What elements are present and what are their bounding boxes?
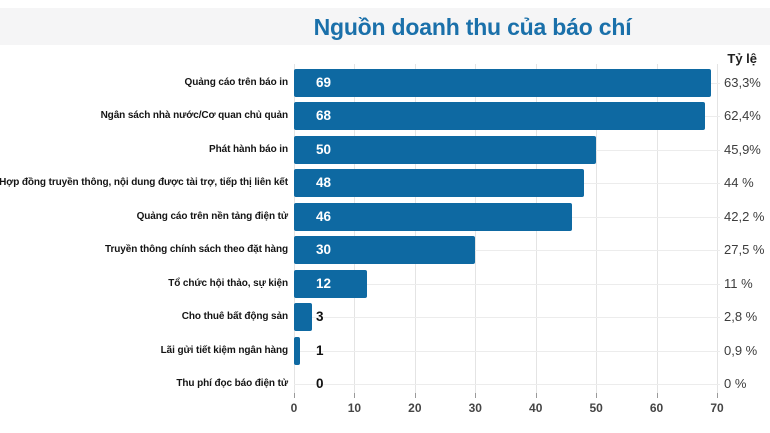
- category-label: Quảng cáo trên báo in: [184, 76, 289, 88]
- x-tick-label: 50: [589, 401, 603, 415]
- bar: [294, 269, 367, 298]
- bar-value-label: 1: [316, 342, 324, 358]
- x-tick-mark: [354, 393, 356, 398]
- category-label: Quảng cáo trên nền tảng điện tử: [136, 210, 288, 222]
- category-label: Hợp đồng truyền thông, nội dung được tài…: [0, 177, 288, 188]
- title-band: [0, 8, 770, 45]
- x-tick-label: 10: [347, 401, 362, 415]
- percent-label: 11 %: [724, 275, 753, 291]
- percent-label: 27,5 %: [724, 242, 765, 257]
- bar-value-label: 3: [316, 309, 324, 324]
- x-gridline: [354, 64, 356, 398]
- bar-value-label: 68: [316, 108, 332, 123]
- bar-value-label: 12: [316, 275, 332, 291]
- x-tick-label: 30: [468, 401, 482, 415]
- bar: [294, 236, 476, 264]
- bar-value-label: 48: [316, 175, 332, 190]
- x-gridline: [414, 64, 416, 398]
- x-gridline: [475, 64, 477, 398]
- percent-label: 62,4%: [724, 108, 761, 123]
- category-label: Ngân sách nhà nước/Cơ quan chủ quản: [100, 110, 289, 121]
- bar-value-label: 0: [316, 376, 324, 391]
- bar-value-label: 46: [316, 208, 332, 224]
- category-label: Thu phí đọc báo điện tử: [176, 378, 288, 389]
- percent-label: 63,3%: [724, 74, 761, 90]
- row-gridline: [294, 317, 720, 318]
- category-label: Tổ chức hội thảo, sự kiện: [168, 277, 288, 289]
- bar: [294, 169, 585, 197]
- x-tick-label: 60: [649, 401, 664, 415]
- x-tick-label: 40: [529, 401, 543, 415]
- bar: [294, 202, 572, 231]
- x-gridline: [656, 64, 658, 398]
- percent-column-header: Tỷ lệ: [727, 51, 757, 66]
- bar: [294, 303, 313, 331]
- x-gridline: [596, 64, 598, 398]
- x-tick-mark: [475, 393, 477, 398]
- bar: [294, 135, 597, 164]
- bar-value-label: 69: [316, 74, 332, 90]
- x-tick-label: 70: [710, 401, 724, 415]
- x-gridline: [535, 64, 537, 398]
- bar-value-label: 30: [316, 242, 332, 257]
- percent-label: 44 %: [724, 175, 754, 190]
- row-gridline: [294, 384, 720, 385]
- percent-label: 0,9 %: [724, 342, 758, 358]
- x-gridline: [294, 64, 295, 398]
- category-label: Truyền thông chính sách theo đặt hàng: [105, 244, 288, 255]
- chart-title: Nguồn doanh thu của báo chí: [313, 14, 632, 40]
- percent-label: 42,2 %: [724, 208, 765, 224]
- bar: [294, 68, 711, 97]
- category-label: Phát hành báo in: [209, 143, 288, 155]
- x-tick-label: 20: [408, 401, 422, 415]
- bar: [294, 102, 705, 130]
- row-gridline: [294, 283, 720, 285]
- x-tick-label: 0: [290, 401, 298, 415]
- x-tick-mark: [535, 393, 537, 398]
- category-label: Lãi gửi tiết kiệm ngân hàng: [160, 344, 288, 356]
- x-tick-mark: [596, 393, 598, 398]
- percent-label: 45,9%: [724, 141, 761, 157]
- x-gridline: [717, 64, 718, 398]
- x-tick-mark: [294, 393, 295, 398]
- bar: [294, 336, 301, 365]
- row-gridline: [294, 250, 720, 251]
- row-gridline: [294, 350, 720, 352]
- x-tick-mark: [656, 393, 658, 398]
- category-label: Cho thuê bất động sản: [181, 311, 288, 322]
- x-tick-mark: [414, 393, 416, 398]
- bar-value-label: 50: [316, 141, 332, 157]
- x-tick-mark: [717, 393, 718, 398]
- percent-label: 2,8 %: [724, 309, 758, 324]
- percent-label: 0 %: [724, 376, 747, 391]
